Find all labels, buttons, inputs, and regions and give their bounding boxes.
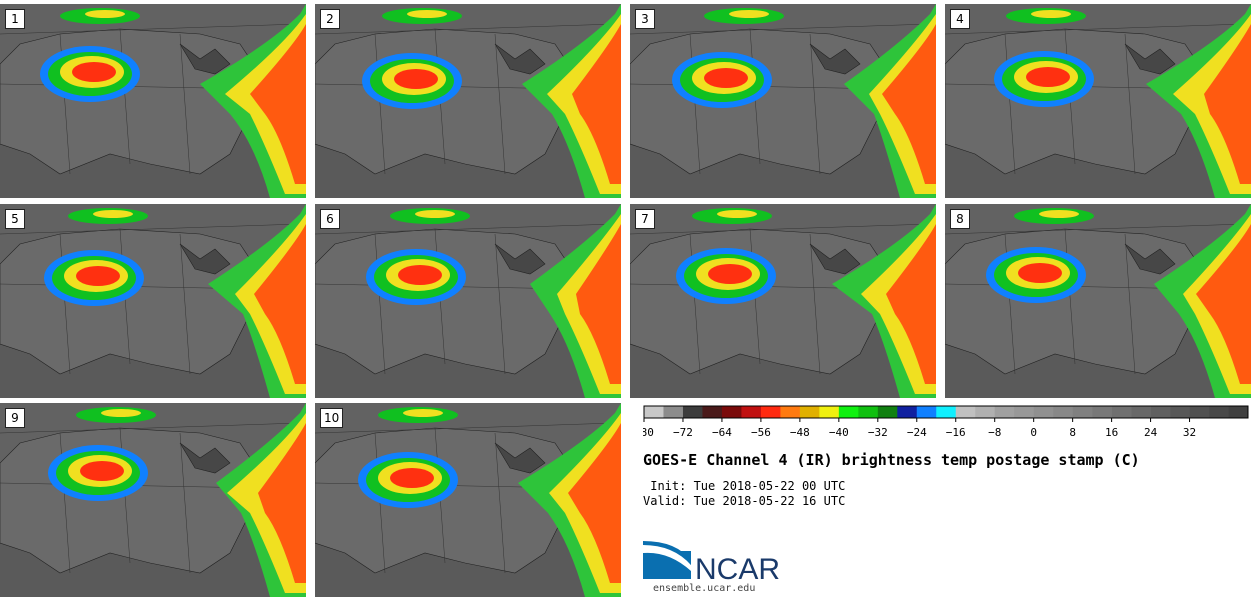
colorbar-swatch (760, 406, 781, 418)
forecast-panel: 8 (945, 204, 1251, 398)
colorbar-tick-label: −8 (988, 426, 1001, 439)
colorbar-swatch (916, 406, 937, 418)
colorbar-swatch (1092, 406, 1112, 418)
ir-map (0, 4, 306, 198)
colorbar-swatch (1014, 406, 1034, 418)
colorbar-swatch (975, 406, 996, 418)
colorbar-swatch (1111, 406, 1132, 418)
colorbar-swatch (721, 406, 742, 418)
ir-map (315, 204, 621, 398)
panel-number: 8 (950, 209, 970, 229)
ir-map (630, 204, 936, 398)
ir-map (945, 4, 1251, 198)
panel-number: 1 (5, 9, 25, 29)
colorbar-swatch (1033, 406, 1054, 418)
colorbar-tick-label: 8 (1069, 426, 1076, 439)
ncar-logo: NCAR (643, 541, 780, 583)
colorbar-swatch (838, 406, 859, 418)
colorbar-swatch (1053, 406, 1073, 418)
ir-map (0, 204, 306, 398)
colorbar-tick-label: 24 (1144, 426, 1158, 439)
colorbar-tick-label: 32 (1183, 426, 1196, 439)
colorbar-tick-label: −56 (751, 426, 771, 439)
forecast-panel: 7 (630, 204, 936, 398)
ir-map (630, 4, 936, 198)
colorbar-swatch (936, 406, 957, 418)
panel-number: 3 (635, 9, 655, 29)
panel-number: 4 (950, 9, 970, 29)
forecast-panel: 10 (315, 403, 621, 597)
panel-number: 7 (635, 209, 655, 229)
colorbar-tick-label: 16 (1105, 426, 1118, 439)
colorbar-swatch (1131, 406, 1151, 418)
colorbar-swatch (994, 406, 1015, 418)
init-time: Init: Tue 2018-05-22 00 UTC (643, 479, 846, 493)
colorbar-swatch (1209, 406, 1229, 418)
colorbar-swatch (1189, 406, 1210, 418)
colorbar-swatch (702, 406, 723, 418)
logo-text: NCAR (695, 553, 780, 583)
colorbar-border (643, 405, 1249, 419)
colorbar-swatch (1072, 406, 1093, 418)
forecast-panel: 5 (0, 204, 306, 398)
ir-map (315, 4, 621, 198)
forecast-panel: 9 (0, 403, 306, 597)
colorbar-tick-label: −64 (712, 426, 732, 439)
panel-number: 10 (320, 408, 344, 428)
colorbar-tick-label: −16 (946, 426, 966, 439)
valid-time: Valid: Tue 2018-05-22 16 UTC (643, 494, 846, 508)
colorbar-swatch (682, 406, 703, 418)
colorbar-swatch (644, 406, 664, 418)
panel-number: 2 (320, 9, 340, 29)
ir-map (315, 403, 621, 597)
colorbar-swatch (741, 406, 762, 418)
colorbar-tick-label: −24 (907, 426, 927, 439)
forecast-panel: 2 (315, 4, 621, 198)
colorbar-swatch (780, 406, 801, 418)
colorbar-swatch (819, 406, 840, 418)
forecast-panel: 6 (315, 204, 621, 398)
website-url: ensemble.ucar.edu (653, 583, 756, 594)
colorbar-tick-label: −80 (643, 426, 654, 439)
colorbar-swatch (1228, 406, 1249, 418)
panel-number: 9 (5, 408, 25, 428)
colorbar-swatch (1170, 406, 1190, 418)
colorbar-tick-label: −32 (868, 426, 888, 439)
colorbar-swatch (877, 406, 898, 418)
ir-map (945, 204, 1251, 398)
colorbar-swatch (663, 406, 684, 418)
colorbar-swatch (955, 406, 976, 418)
colorbar-swatch (1150, 406, 1171, 418)
colorbar-swatch (858, 406, 879, 418)
colorbar-swatch (897, 406, 918, 418)
colorbar-tick-label: −72 (673, 426, 693, 439)
panel-number: 5 (5, 209, 25, 229)
colorbar-tick-label: 0 (1030, 426, 1037, 439)
page-title: GOES-E Channel 4 (IR) brightness temp po… (643, 451, 1140, 469)
colorbar-tick-label: −40 (829, 426, 849, 439)
colorbar-swatch (799, 406, 820, 418)
ir-map (0, 403, 306, 597)
forecast-panel: 3 (630, 4, 936, 198)
panel-number: 6 (320, 209, 340, 229)
forecast-panel: 1 (0, 4, 306, 198)
colorbar-tick-label: −48 (790, 426, 810, 439)
forecast-panel: 4 (945, 4, 1251, 198)
